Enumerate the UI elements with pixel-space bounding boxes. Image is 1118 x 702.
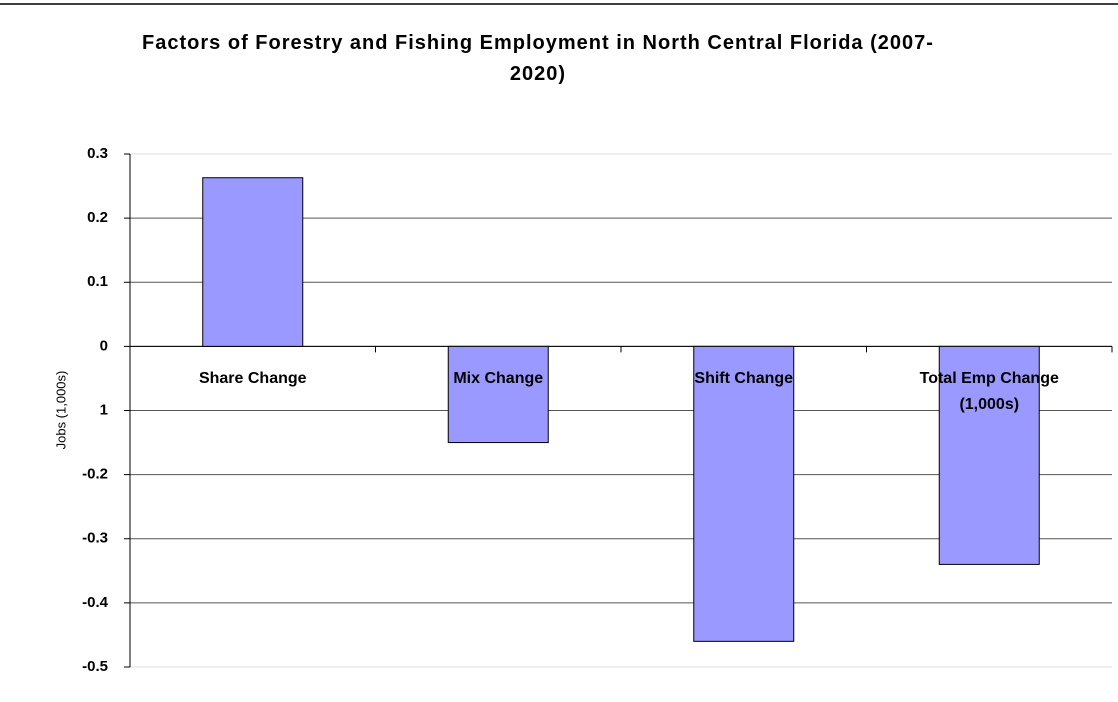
bar xyxy=(202,177,304,347)
bar xyxy=(938,345,1040,565)
y-tick-label: -0.3 xyxy=(82,530,108,547)
chart-title: Factors of Forestry and Fishing Employme… xyxy=(142,32,934,85)
bar xyxy=(693,345,795,642)
y-tick-label: 0 xyxy=(100,337,108,354)
y-tick-label: 0.3 xyxy=(87,145,108,162)
y-tick-label: -0.5 xyxy=(82,658,108,675)
x-tick-label: Shift Change xyxy=(694,370,794,388)
y-tick-label: -0.2 xyxy=(82,466,108,483)
y-tick-label: 0.1 xyxy=(87,273,108,290)
x-tick-label: Share Change xyxy=(198,370,307,388)
y-tick-label: 1 xyxy=(100,401,108,418)
x-tick-label: Total Emp Change (1,000s) xyxy=(919,370,1059,414)
y-tick-label: 0.2 xyxy=(87,209,108,226)
x-tick-label: Mix Change xyxy=(453,370,544,388)
bar xyxy=(447,345,549,444)
y-axis-label: Jobs (1,000s) xyxy=(53,371,68,450)
y-tick-label: -0.4 xyxy=(82,594,109,611)
